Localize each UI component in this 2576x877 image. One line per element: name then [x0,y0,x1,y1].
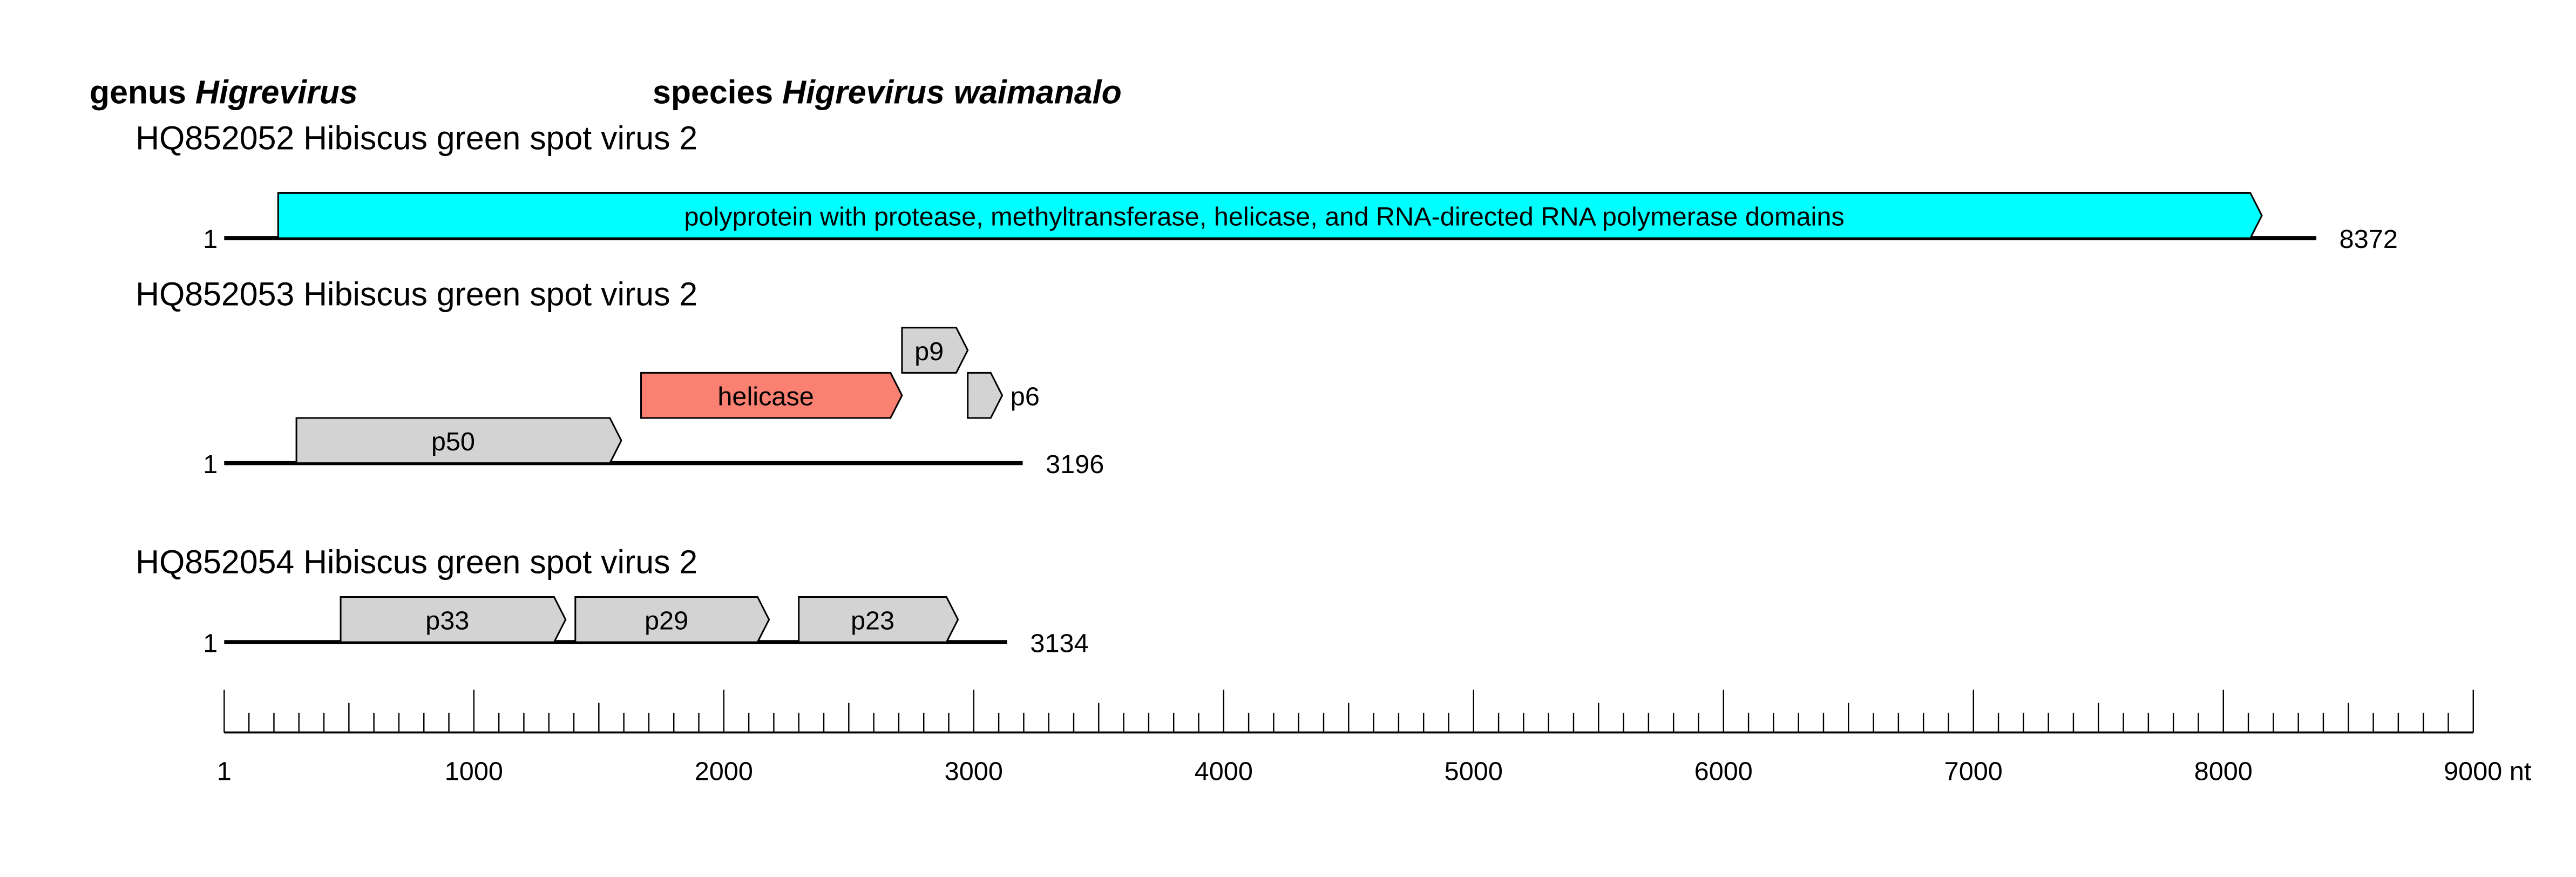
feature-label: p6 [1011,382,1040,411]
scale-tick-label: 5000 [1445,757,1503,786]
scale-tick-value: 5000 [1445,757,1503,786]
record-title: HQ852054 Hibiscus green spot virus 2 [135,543,697,580]
scale-tick-value: 4000 [1195,757,1253,786]
scale-tick-value: 1 [217,757,232,786]
feature-arrow [277,192,2263,239]
scale-tick-value: 7000 [1944,757,2003,786]
feature-label: helicase [717,382,814,411]
scale-tick-label: 4000 [1195,757,1253,786]
scale-tick-value: 9000 [2444,757,2502,786]
scale-bar: 1 1000 2000 3000 4000 5000 6000 7000 8000 9000 nt [217,690,2532,786]
scale-tick-label: 1000 [445,757,503,786]
sequence-track: 1 8372 polyprotein with protease, methyltr… [203,192,2398,254]
feature-arrow [340,596,567,643]
feature-label: p50 [431,427,475,456]
scale-tick-label: 3000 [945,757,1003,786]
start-label: 1 [203,225,218,254]
scale-tick-label: 2000 [695,757,753,786]
sequence-track: 1 3134 p33 p29 p23 [203,596,1089,658]
species-heading: species Higrevirus waimanalo [653,74,1122,111]
record-title: HQ852053 Hibiscus green spot virus 2 [135,276,697,313]
start-label: 1 [203,450,218,479]
feature-label: polyprotein with protease, methyltransfe… [684,202,1844,231]
sequence-track: 1 3196 p50 helicase p9 p6 [203,327,1104,479]
end-label: 3134 [1030,629,1088,658]
scale-tick-label: 7000 [1944,757,2003,786]
scale-tick-value: 3000 [945,757,1003,786]
scale-tick-label: 6000 [1694,757,1753,786]
feature-arrow [798,596,959,643]
feature-label: p23 [851,606,894,636]
scale-tick-value: 8000 [2194,757,2253,786]
scale-tick-label: 8000 [2194,757,2253,786]
end-label: 8372 [2340,225,2398,254]
genus-name: Higrevirus [195,74,358,111]
end-label: 3196 [1046,450,1104,479]
feature-label: p29 [645,606,688,636]
feature-label: p33 [425,606,469,636]
scale-tick-value: 6000 [1694,757,1753,786]
scale-tick-value: 1000 [445,757,503,786]
feature-label: p9 [914,337,944,366]
record-title: HQ852052 Hibiscus green spot virus 2 [135,120,697,157]
feature-arrow [901,327,969,374]
feature-arrow [640,372,903,419]
scale-tick-label: 9000 nt [2444,757,2532,786]
feature-arrow [574,596,770,643]
scale-unit: nt [2502,757,2532,786]
feature-arrow [295,417,622,464]
genus-heading: genus Higrevirus [90,74,358,111]
start-label: 1 [203,629,218,658]
scale-tick-label: 1 [217,757,232,786]
scale-tick-value: 2000 [695,757,753,786]
feature-arrow [967,372,1004,419]
species-name: Higrevirus waimanalo [782,74,1122,111]
